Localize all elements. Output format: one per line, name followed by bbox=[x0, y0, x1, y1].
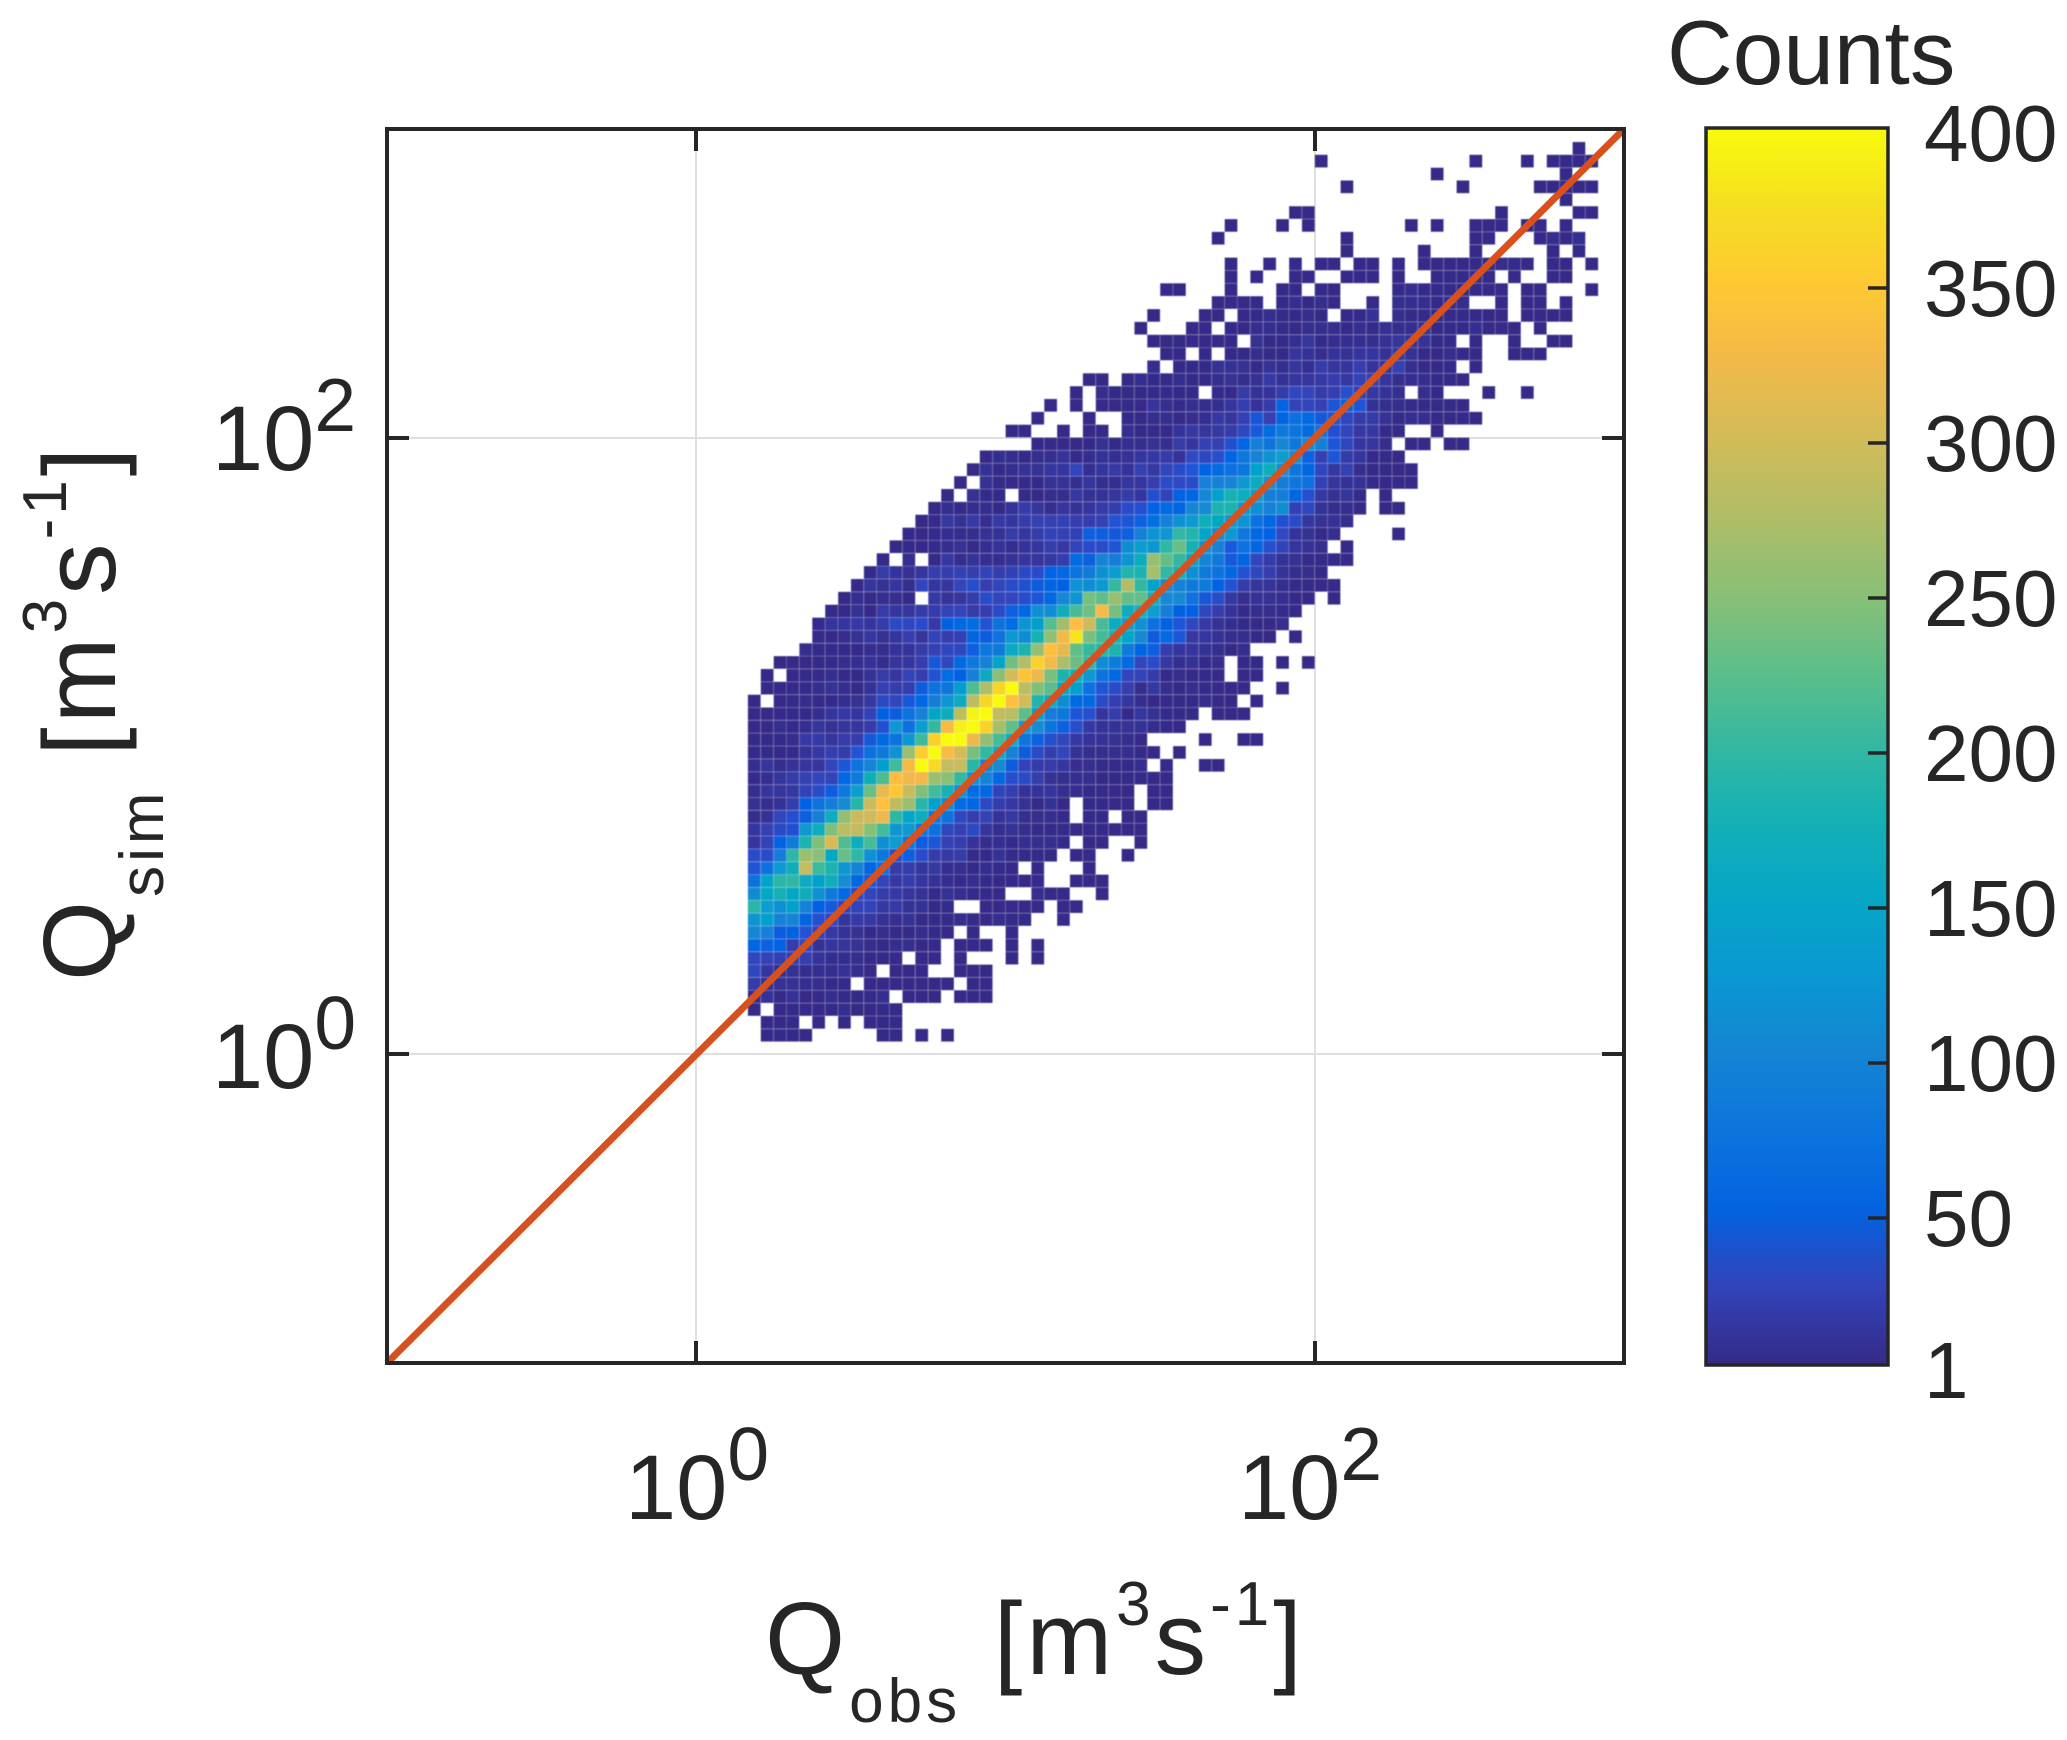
svg-text:Counts: Counts bbox=[1667, 3, 1955, 104]
svg-text:50: 50 bbox=[1924, 1174, 2013, 1263]
svg-text:200: 200 bbox=[1924, 709, 2057, 798]
svg-text:250: 250 bbox=[1924, 554, 2057, 643]
svg-text:100: 100 bbox=[1924, 1019, 2057, 1108]
svg-text:400: 400 bbox=[1924, 89, 2057, 178]
svg-text:350: 350 bbox=[1924, 244, 2057, 333]
svg-text:1: 1 bbox=[1924, 1326, 1969, 1415]
svg-text:300: 300 bbox=[1924, 399, 2057, 488]
svg-text:150: 150 bbox=[1924, 864, 2057, 953]
